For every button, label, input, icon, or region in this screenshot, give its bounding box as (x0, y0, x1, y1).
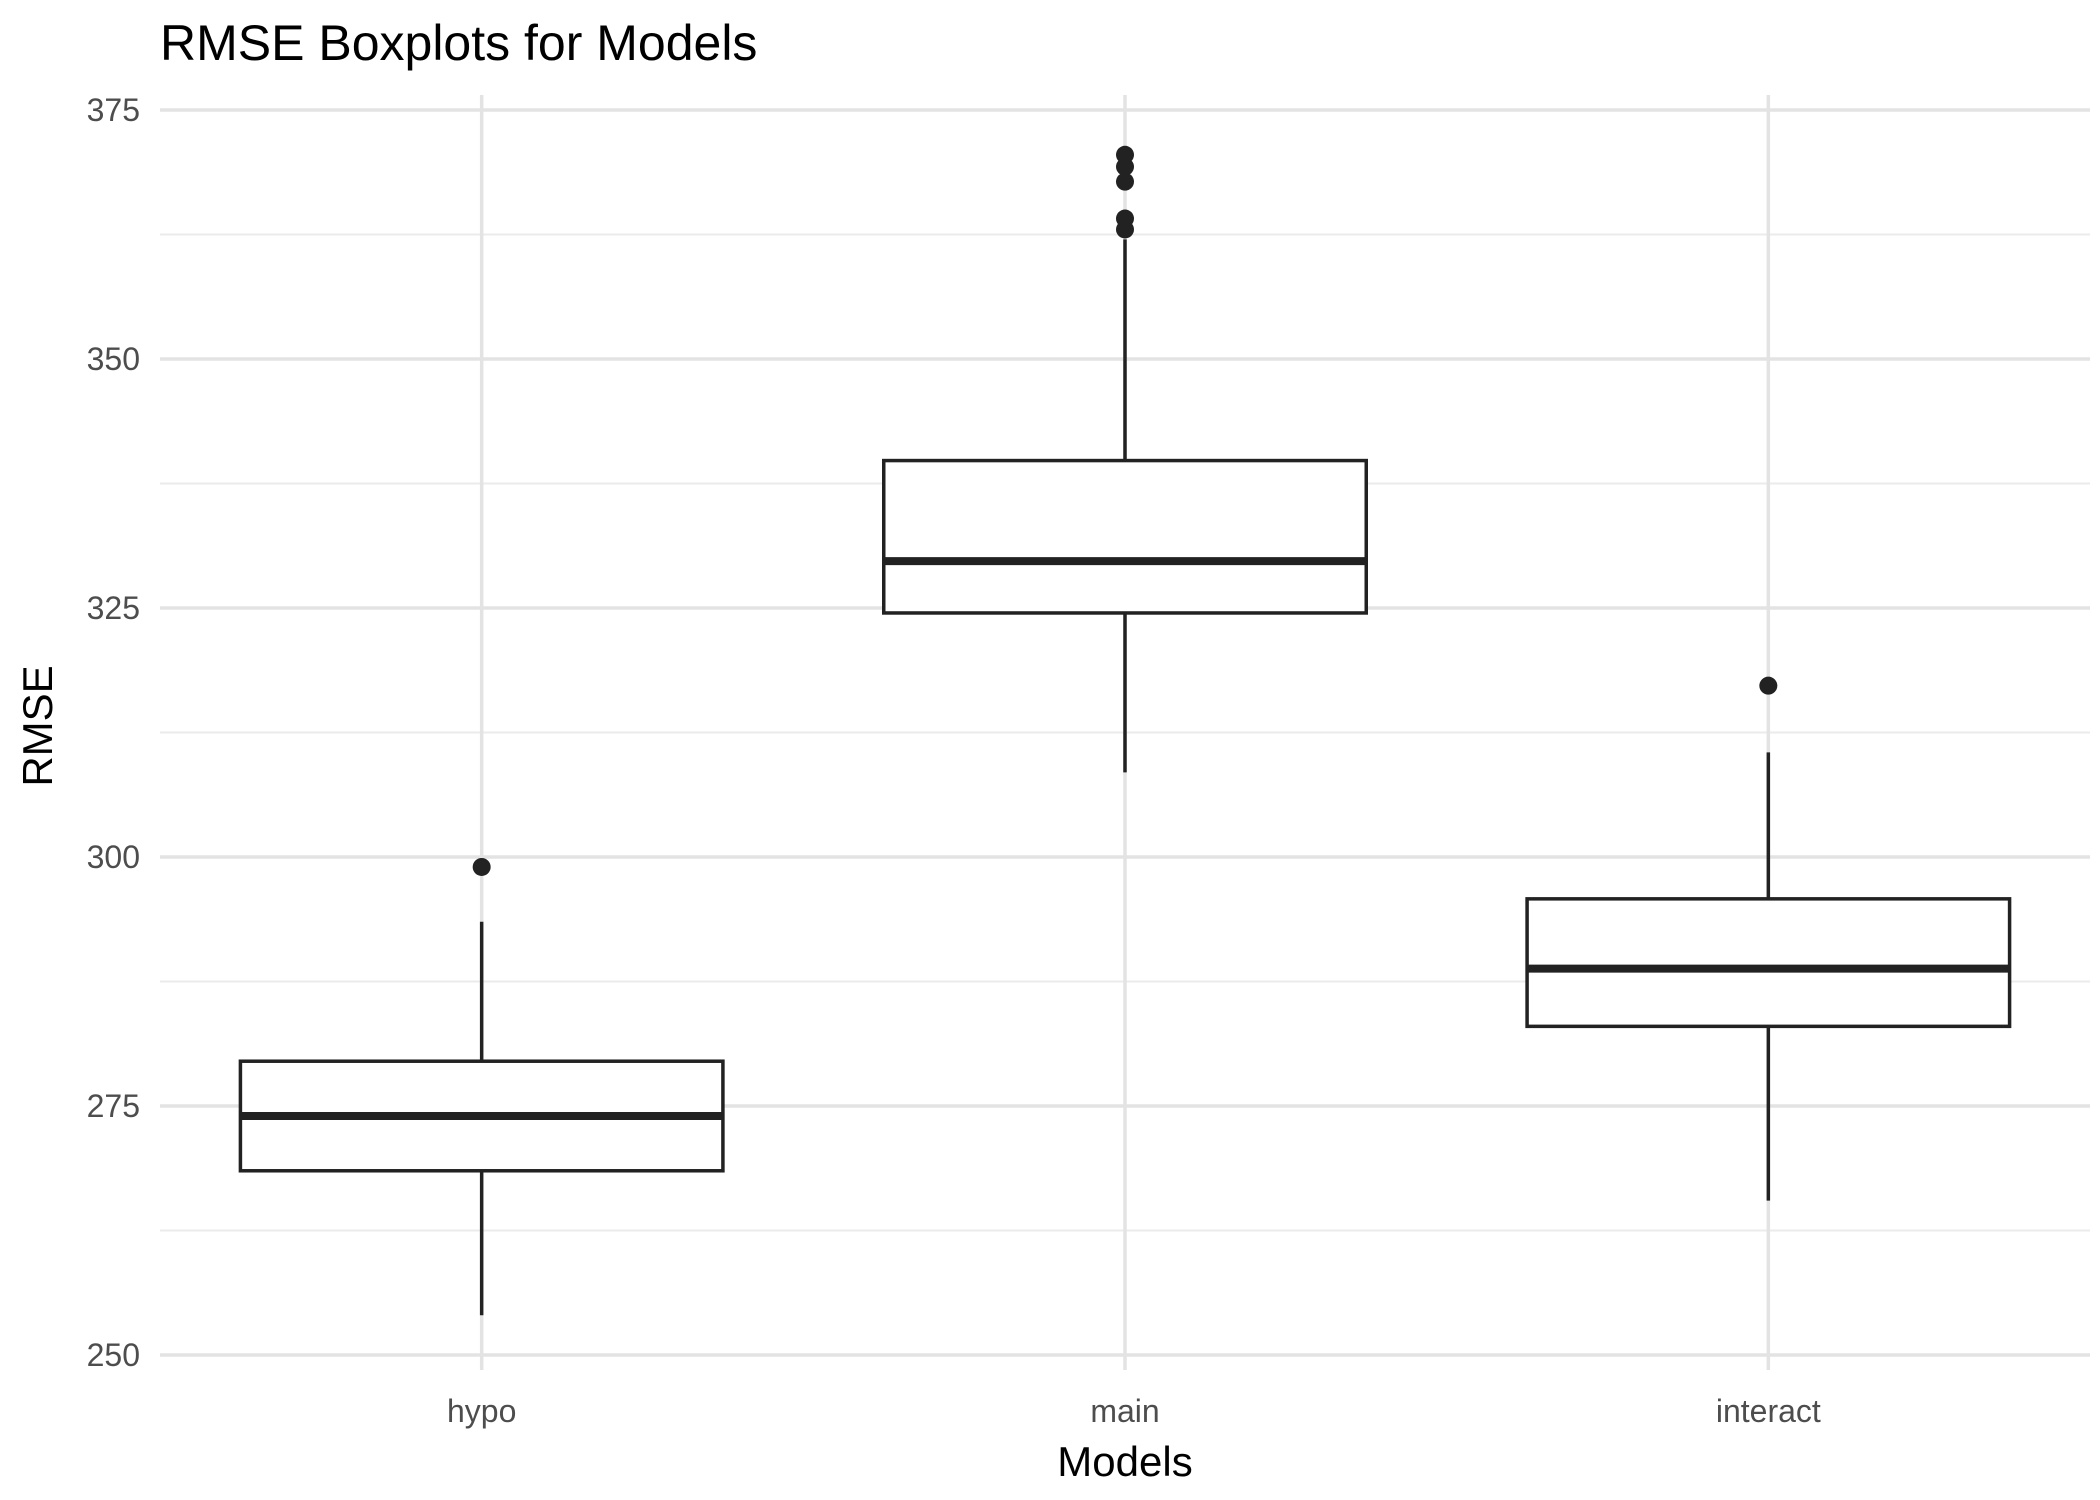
y-tick-label: 300 (87, 839, 140, 875)
x-tick-label: hypo (447, 1393, 516, 1429)
box-group-interact (1525, 676, 2012, 1201)
iqr-box (882, 458, 1368, 615)
iqr-box (1525, 897, 2012, 1029)
outlier-point (1116, 145, 1134, 164)
y-tick-label: 275 (87, 1088, 140, 1124)
y-tick-label: 325 (87, 590, 140, 626)
y-tick-label: 350 (87, 341, 140, 377)
outlier-point (1116, 209, 1134, 228)
box-layer (238, 145, 2012, 1316)
y-tick-label: 250 (87, 1337, 140, 1373)
chart-title: RMSE Boxplots for Models (160, 15, 757, 71)
outlier-point (472, 857, 491, 876)
outlier-point (1759, 676, 1778, 695)
x-tick-label: interact (1716, 1393, 1821, 1429)
box-group-hypo (238, 857, 725, 1316)
x-tick-label: main (1090, 1393, 1159, 1429)
label-layer: RMSE Boxplots for Models Models RMSE 250… (14, 15, 1821, 1485)
x-axis-title: Models (1057, 1438, 1192, 1485)
y-tick-label: 375 (87, 92, 140, 128)
outlier-point (1116, 172, 1134, 191)
y-axis-title: RMSE (14, 665, 61, 786)
box-group-main (882, 145, 1368, 773)
